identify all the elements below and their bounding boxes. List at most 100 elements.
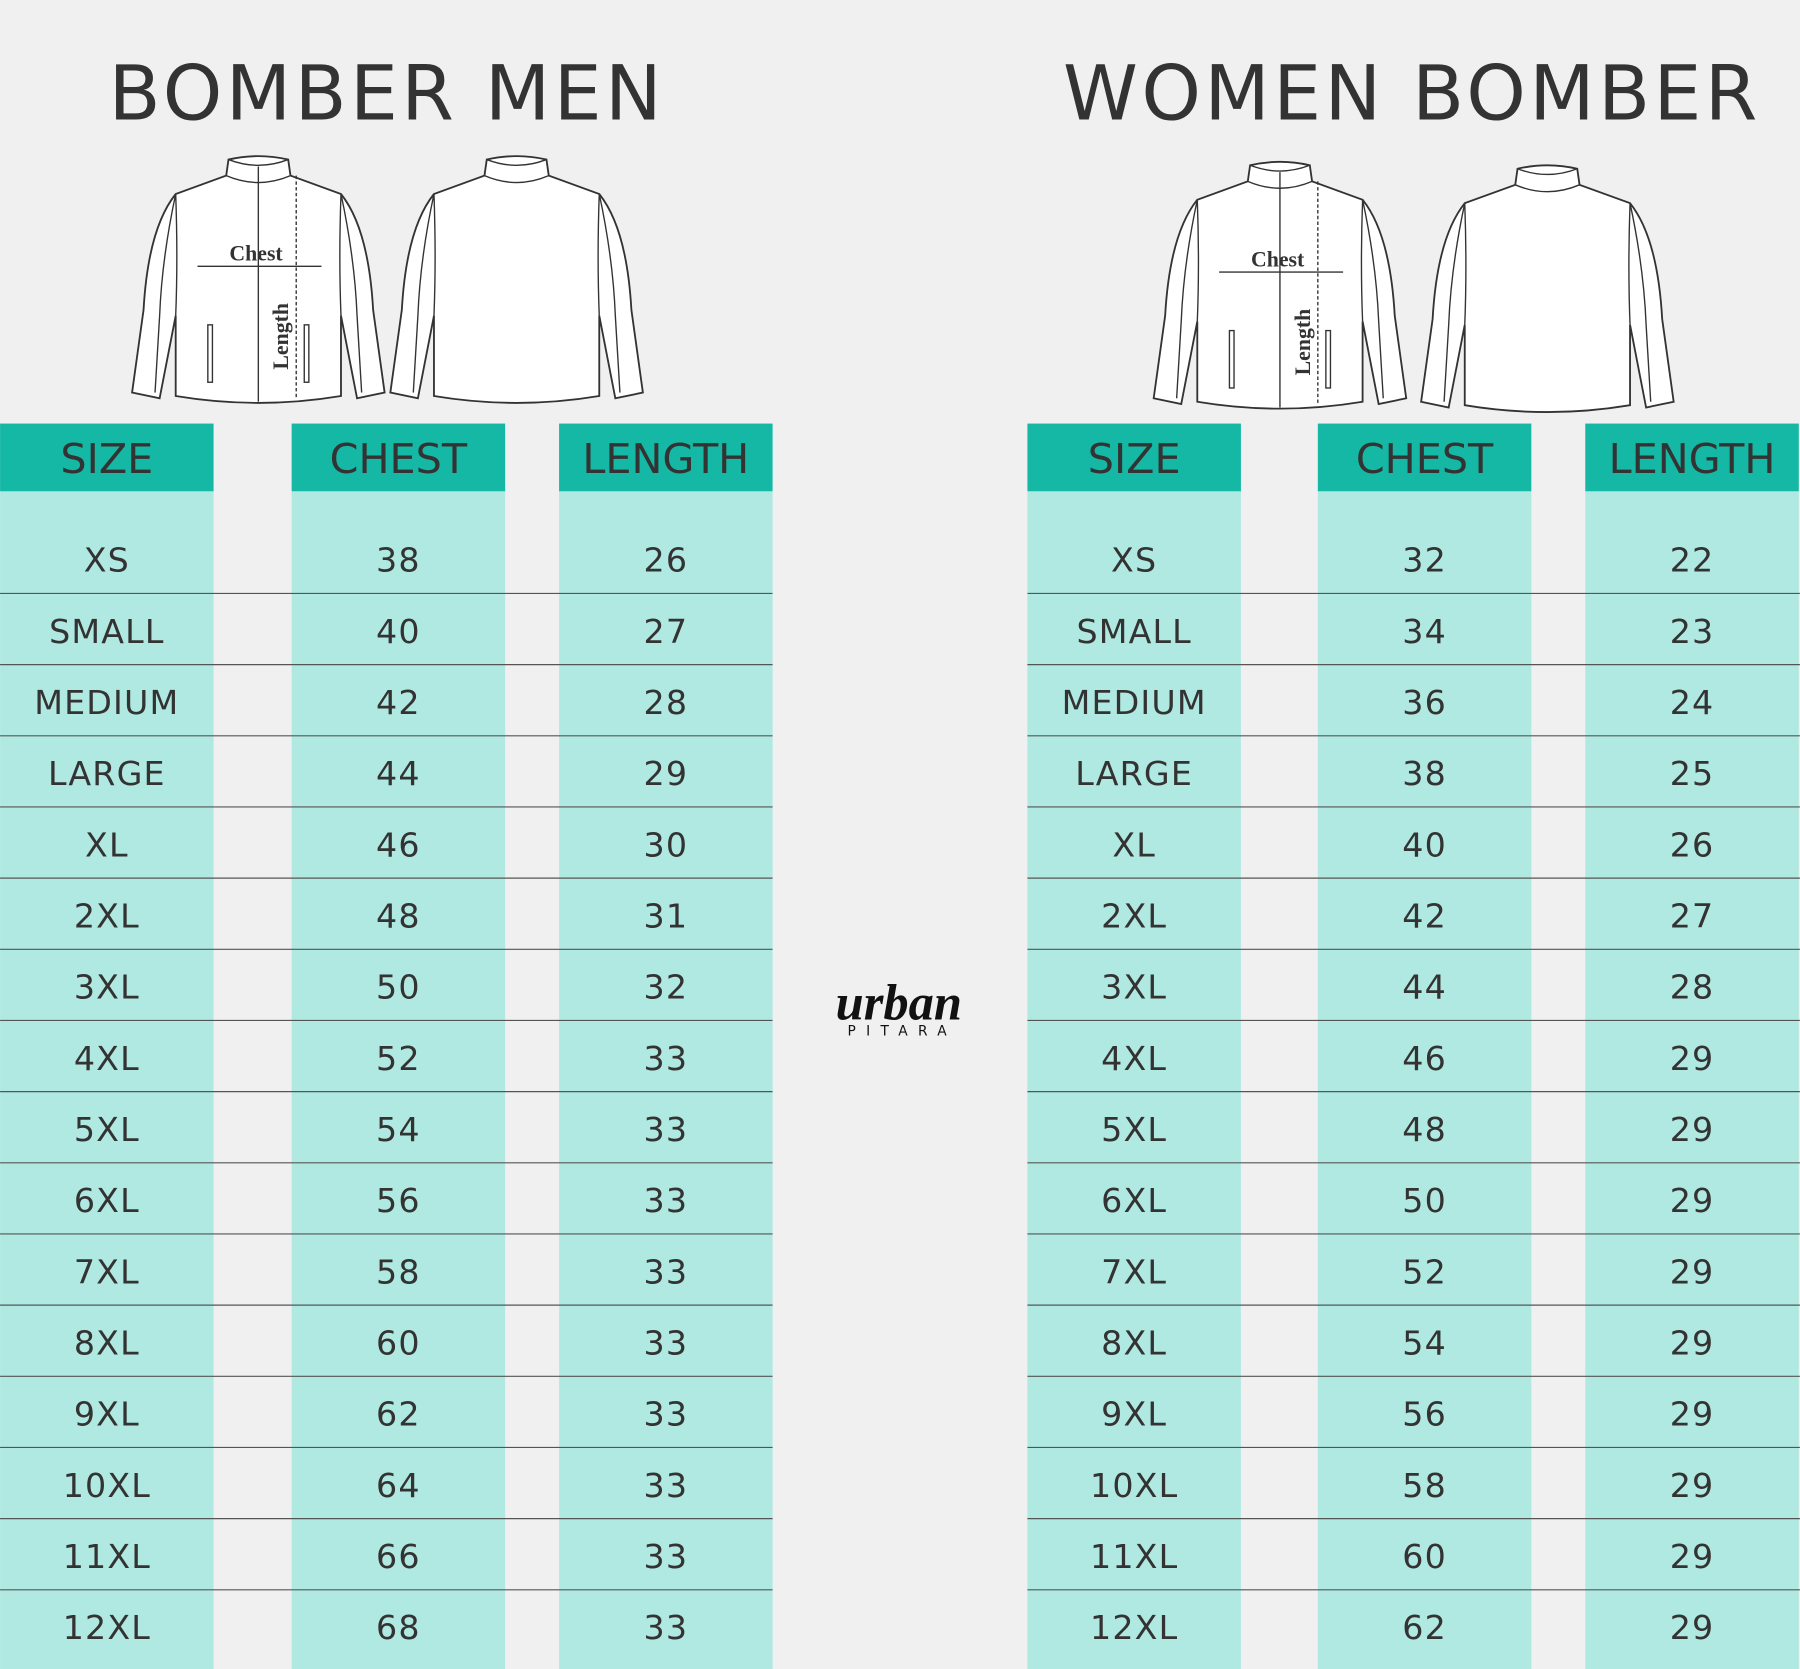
cell: 10XL bbox=[1090, 1466, 1178, 1505]
column-header-label: SIZE bbox=[60, 435, 153, 483]
cell: XS bbox=[84, 541, 130, 580]
cell: 36 bbox=[1402, 683, 1447, 722]
cell: 6XL bbox=[74, 1181, 140, 1220]
column-body bbox=[559, 491, 773, 1669]
cell: 64 bbox=[376, 1466, 421, 1505]
cell: 9XL bbox=[1101, 1395, 1167, 1434]
cell: 5XL bbox=[74, 1110, 140, 1149]
length-label: Length bbox=[269, 303, 293, 370]
cell: 10XL bbox=[63, 1466, 151, 1505]
cell: 24 bbox=[1670, 683, 1715, 722]
cell: 12XL bbox=[63, 1608, 151, 1647]
cell: 11XL bbox=[1090, 1537, 1178, 1576]
cell: 42 bbox=[376, 683, 421, 722]
cell: 68 bbox=[376, 1608, 421, 1647]
column-header-label: LENGTH bbox=[582, 435, 749, 483]
cell: 27 bbox=[644, 612, 689, 651]
cell: 29 bbox=[1670, 1323, 1715, 1362]
cell: 58 bbox=[1402, 1466, 1447, 1505]
jacket-back bbox=[389, 155, 644, 404]
cell: 4XL bbox=[74, 1039, 140, 1078]
cell: 29 bbox=[1670, 1537, 1715, 1576]
cell: MEDIUM bbox=[34, 683, 179, 722]
cell: 3XL bbox=[1101, 968, 1167, 1007]
cell: 62 bbox=[376, 1395, 421, 1434]
pocket bbox=[1228, 329, 1235, 389]
cell: 29 bbox=[1670, 1608, 1715, 1647]
cell: 23 bbox=[1670, 612, 1715, 651]
cell: XL bbox=[85, 825, 129, 864]
pocket bbox=[1325, 329, 1332, 389]
cell: 56 bbox=[376, 1181, 421, 1220]
cell: 2XL bbox=[1101, 896, 1167, 935]
cell: LARGE bbox=[48, 754, 166, 793]
cell: 33 bbox=[644, 1466, 689, 1505]
cell: 33 bbox=[644, 1395, 689, 1434]
cell: LARGE bbox=[1075, 754, 1193, 793]
cell: SMALL bbox=[1076, 612, 1191, 651]
cell: 50 bbox=[1402, 1181, 1447, 1220]
cell: 29 bbox=[1670, 1039, 1715, 1078]
pocket bbox=[207, 324, 214, 383]
cell: 54 bbox=[376, 1110, 421, 1149]
jacket-back bbox=[1420, 164, 1675, 413]
column-header-label: SIZE bbox=[1088, 435, 1181, 483]
cell: 22 bbox=[1670, 541, 1715, 580]
cell: 38 bbox=[1402, 754, 1447, 793]
cell: 7XL bbox=[74, 1252, 140, 1291]
cell: 33 bbox=[644, 1252, 689, 1291]
cell: 4XL bbox=[1101, 1039, 1167, 1078]
cell: SMALL bbox=[49, 612, 164, 651]
cell: 26 bbox=[644, 541, 689, 580]
cell: 46 bbox=[376, 825, 421, 864]
cell: 44 bbox=[376, 754, 421, 793]
cell: 50 bbox=[376, 968, 421, 1007]
cell: 62 bbox=[1402, 1608, 1447, 1647]
chest-label: Chest bbox=[229, 242, 283, 266]
column-body bbox=[291, 491, 506, 1669]
cell: 5XL bbox=[1101, 1110, 1167, 1149]
cell: 31 bbox=[644, 896, 689, 935]
column-header bbox=[1585, 423, 1799, 492]
column-header bbox=[559, 423, 773, 492]
cell: 42 bbox=[1402, 896, 1447, 935]
cell: 40 bbox=[376, 612, 421, 651]
cell: 44 bbox=[1402, 968, 1447, 1007]
cell: XS bbox=[1111, 541, 1157, 580]
cell: 52 bbox=[376, 1039, 421, 1078]
cell: 40 bbox=[1402, 825, 1447, 864]
column-body bbox=[1317, 491, 1532, 1669]
column-body bbox=[0, 491, 214, 1669]
cell: 29 bbox=[1670, 1466, 1715, 1505]
cell: 9XL bbox=[74, 1395, 140, 1434]
cell: 52 bbox=[1402, 1252, 1447, 1291]
cell: 60 bbox=[376, 1323, 421, 1362]
cell: 29 bbox=[644, 754, 689, 793]
cell: 33 bbox=[644, 1537, 689, 1576]
column-body bbox=[1027, 491, 1241, 1669]
cell: 33 bbox=[644, 1608, 689, 1647]
cell: 34 bbox=[1402, 612, 1447, 651]
cell: 12XL bbox=[1090, 1608, 1178, 1647]
cell: 8XL bbox=[74, 1323, 140, 1362]
cell: 56 bbox=[1402, 1395, 1447, 1434]
cell: 7XL bbox=[1101, 1252, 1167, 1291]
cell: 27 bbox=[1670, 896, 1715, 935]
cell: 29 bbox=[1670, 1395, 1715, 1434]
cell: 29 bbox=[1670, 1181, 1715, 1220]
jacket-seam bbox=[412, 158, 621, 393]
pocket bbox=[303, 324, 310, 383]
cell: 11XL bbox=[63, 1537, 151, 1576]
cell: 33 bbox=[644, 1323, 689, 1362]
cell: 33 bbox=[644, 1039, 689, 1078]
cell: 48 bbox=[1402, 1110, 1447, 1149]
column-header bbox=[291, 423, 506, 492]
chest-label: Chest bbox=[1251, 247, 1305, 271]
cell: 3XL bbox=[74, 968, 140, 1007]
cell: 28 bbox=[1670, 968, 1715, 1007]
jacket-seam bbox=[1443, 168, 1652, 402]
column-header-label: CHEST bbox=[1356, 435, 1494, 483]
cell: 2XL bbox=[74, 896, 140, 935]
jacket-front: Chest Length bbox=[1152, 160, 1408, 410]
